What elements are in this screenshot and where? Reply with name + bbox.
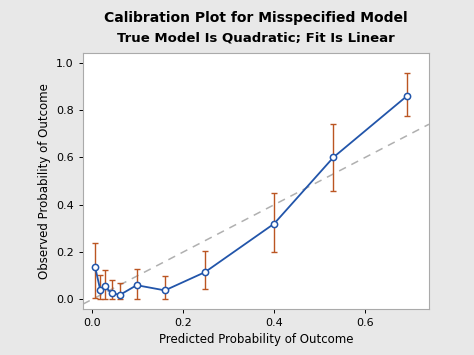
Y-axis label: Observed Probability of Outcome: Observed Probability of Outcome <box>37 83 51 279</box>
X-axis label: Predicted Probability of Outcome: Predicted Probability of Outcome <box>159 333 353 346</box>
Text: Calibration Plot for Misspecified Model: Calibration Plot for Misspecified Model <box>104 11 408 24</box>
Text: True Model Is Quadratic; Fit Is Linear: True Model Is Quadratic; Fit Is Linear <box>117 32 395 45</box>
